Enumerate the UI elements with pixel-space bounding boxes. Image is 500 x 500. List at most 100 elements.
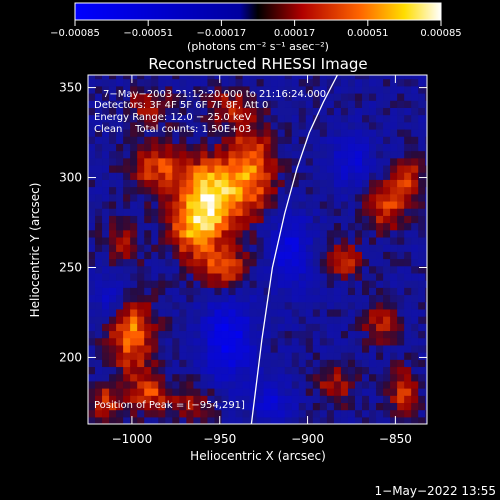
heatmap-cell bbox=[369, 222, 377, 231]
heatmap-cell bbox=[270, 323, 279, 332]
heatmap-cell bbox=[165, 244, 173, 252]
heatmap-cell bbox=[123, 143, 131, 152]
heatmap-cell bbox=[200, 157, 209, 166]
heatmap-cell bbox=[256, 128, 265, 137]
heatmap-cell bbox=[165, 294, 173, 303]
heatmap-cell bbox=[221, 388, 230, 396]
heatmap-cell bbox=[291, 150, 300, 159]
heatmap-cell bbox=[298, 229, 307, 238]
annotation-time-range: 7−May−2003 21:12:20.000 to 21:16:24.000 bbox=[103, 89, 326, 100]
heatmap-cell bbox=[207, 416, 216, 424]
heatmap-cell bbox=[418, 395, 426, 404]
heatmap-cell bbox=[235, 366, 244, 375]
heatmap-cell bbox=[270, 344, 279, 353]
heatmap-cell bbox=[411, 294, 419, 303]
heatmap-cell bbox=[263, 366, 272, 375]
heatmap-cell bbox=[284, 150, 293, 159]
heatmap-cell bbox=[263, 323, 272, 332]
heatmap-cell bbox=[347, 172, 356, 180]
heatmap-cell bbox=[109, 157, 117, 166]
heatmap-cell bbox=[270, 222, 279, 231]
heatmap-cell bbox=[284, 114, 293, 123]
heatmap-cell bbox=[242, 308, 251, 317]
heatmap-cell bbox=[319, 244, 328, 252]
annotation-detectors: Detectors: 3F 4F 5F 6F 7F 8F, Att 0 bbox=[94, 100, 268, 111]
heatmap-cell bbox=[277, 128, 286, 137]
heatmap-cell bbox=[347, 244, 356, 252]
heatmap-cell bbox=[298, 301, 307, 310]
heatmap-cell bbox=[88, 172, 96, 180]
heatmap-cell bbox=[179, 114, 187, 123]
heatmap-cell bbox=[305, 409, 314, 418]
heatmap-cell bbox=[256, 395, 265, 404]
heatmap-cell bbox=[130, 301, 138, 310]
heatmap-cell bbox=[228, 222, 237, 231]
heatmap-cell bbox=[235, 92, 244, 101]
heatmap-cell bbox=[347, 330, 356, 339]
heatmap-cell bbox=[123, 244, 131, 252]
heatmap-cell bbox=[88, 330, 96, 339]
heatmap-cell bbox=[88, 75, 96, 80]
heatmap-cell bbox=[214, 200, 223, 209]
heatmap-cell bbox=[144, 323, 152, 332]
heatmap-cell bbox=[116, 272, 124, 281]
heatmap-cell bbox=[369, 395, 377, 404]
heatmap-cell bbox=[340, 323, 349, 332]
heatmap-cell bbox=[404, 200, 412, 209]
heatmap-cell bbox=[123, 186, 131, 195]
heatmap-cell bbox=[418, 258, 426, 267]
heatmap-cell bbox=[354, 366, 363, 375]
heatmap-cell bbox=[284, 251, 293, 260]
heatmap-cell bbox=[291, 85, 300, 94]
heatmap-cell bbox=[235, 287, 244, 296]
heatmap-cell bbox=[404, 366, 412, 375]
heatmap-cell bbox=[151, 128, 159, 137]
heatmap-cell bbox=[418, 186, 426, 195]
heatmap-cell bbox=[130, 337, 138, 346]
heatmap-cell bbox=[284, 409, 293, 418]
heatmap-cell bbox=[298, 222, 307, 231]
heatmap-cell bbox=[249, 272, 258, 281]
heatmap-cell bbox=[425, 280, 427, 288]
heatmap-cell bbox=[165, 280, 173, 288]
heatmap-cell bbox=[340, 128, 349, 137]
heatmap-cell bbox=[376, 107, 384, 116]
heatmap-cell bbox=[235, 85, 244, 94]
heatmap-cell bbox=[144, 172, 152, 180]
heatmap-cell bbox=[312, 409, 321, 418]
heatmap-cell bbox=[228, 215, 237, 224]
heatmap-cell bbox=[102, 316, 110, 324]
heatmap-cell bbox=[144, 107, 152, 116]
heatmap-cell bbox=[312, 330, 321, 339]
heatmap-cell bbox=[390, 316, 398, 324]
heatmap-cell bbox=[235, 388, 244, 396]
heatmap-cell bbox=[242, 229, 251, 238]
colorbar-unit-label: (photons cm⁻² s⁻¹ asec⁻²) bbox=[187, 40, 329, 53]
heatmap-cell bbox=[137, 164, 145, 173]
heatmap-cell bbox=[319, 143, 328, 152]
heatmap-cell bbox=[193, 136, 202, 144]
heatmap-cell bbox=[235, 301, 244, 310]
heatmap-cell bbox=[235, 208, 244, 216]
heatmap-cell bbox=[200, 150, 209, 159]
heatmap-cell bbox=[249, 301, 258, 310]
heatmap-cell bbox=[319, 258, 328, 267]
heatmap-cell bbox=[354, 330, 363, 339]
annotation-energy-range: Energy Range: 12.0 − 25.0 keV bbox=[94, 112, 251, 123]
heatmap-cell bbox=[347, 92, 356, 101]
heatmap-cell bbox=[298, 186, 307, 195]
heatmap-cell bbox=[235, 121, 244, 130]
heatmap-cell bbox=[130, 323, 138, 332]
heatmap-cell bbox=[137, 114, 145, 123]
heatmap-cell bbox=[88, 121, 96, 130]
heatmap-cell bbox=[158, 244, 166, 252]
heatmap-cell bbox=[123, 402, 131, 411]
heatmap-cell bbox=[369, 229, 377, 238]
heatmap-cell bbox=[333, 85, 342, 94]
heatmap-cell bbox=[284, 330, 293, 339]
heatmap-cell bbox=[404, 308, 412, 317]
heatmap-cell bbox=[116, 294, 124, 303]
heatmap-cell bbox=[249, 265, 258, 274]
heatmap-cell bbox=[326, 75, 335, 80]
heatmap-cell bbox=[249, 215, 258, 224]
